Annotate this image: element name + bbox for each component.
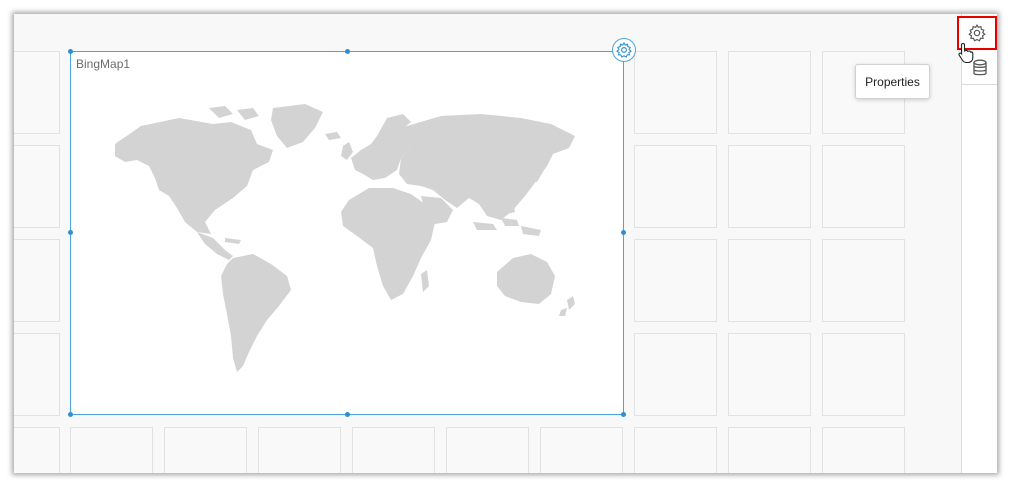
grid-cell[interactable] — [728, 333, 811, 416]
grid-cell[interactable] — [14, 427, 60, 473]
resize-handle-left[interactable] — [68, 230, 73, 235]
grid-cell[interactable] — [352, 427, 435, 473]
hand-cursor-icon — [958, 42, 974, 64]
right-panel — [961, 14, 997, 473]
grid-cell[interactable] — [634, 239, 717, 322]
grid-cell[interactable] — [634, 333, 717, 416]
dashboard-designer: BingMap1 — [14, 14, 997, 473]
grid-cell[interactable] — [728, 427, 811, 473]
grid-cell[interactable] — [14, 145, 60, 228]
grid-cell[interactable] — [634, 51, 717, 134]
data-source-button[interactable] — [970, 58, 990, 78]
map-widget[interactable]: BingMap1 — [70, 51, 624, 415]
resize-handle-bottom-right[interactable] — [621, 412, 626, 417]
panel-divider — [962, 84, 997, 85]
properties-tooltip: Properties — [855, 64, 930, 99]
grid-cell[interactable] — [14, 51, 60, 134]
resize-handle-bottom-left[interactable] — [68, 412, 73, 417]
resize-handle-right[interactable] — [621, 230, 626, 235]
grid-cell[interactable] — [258, 427, 341, 473]
grid-cell[interactable] — [822, 145, 905, 228]
grid-cell[interactable] — [822, 239, 905, 322]
database-icon — [973, 59, 987, 76]
grid-cell[interactable] — [634, 427, 717, 473]
grid-cell[interactable] — [728, 239, 811, 322]
world-map[interactable] — [101, 104, 581, 389]
grid-cell[interactable] — [822, 427, 905, 473]
resize-handle-top[interactable] — [345, 49, 350, 54]
gear-icon — [968, 23, 986, 42]
grid-cell[interactable] — [164, 427, 247, 473]
widget-title: BingMap1 — [76, 57, 131, 71]
resize-handle-top-left[interactable] — [68, 49, 73, 54]
grid-cell[interactable] — [14, 239, 60, 322]
grid-cell[interactable] — [728, 51, 811, 134]
grid-cell[interactable] — [446, 427, 529, 473]
grid-cell[interactable] — [634, 145, 717, 228]
grid-cell[interactable] — [728, 145, 811, 228]
grid-cell[interactable] — [822, 333, 905, 416]
grid-cell[interactable] — [540, 427, 623, 473]
gear-icon — [616, 41, 632, 58]
grid-cell[interactable] — [14, 333, 60, 416]
widget-settings-button[interactable] — [612, 38, 636, 62]
resize-handle-bottom[interactable] — [345, 412, 350, 417]
grid-cell[interactable] — [70, 427, 153, 473]
